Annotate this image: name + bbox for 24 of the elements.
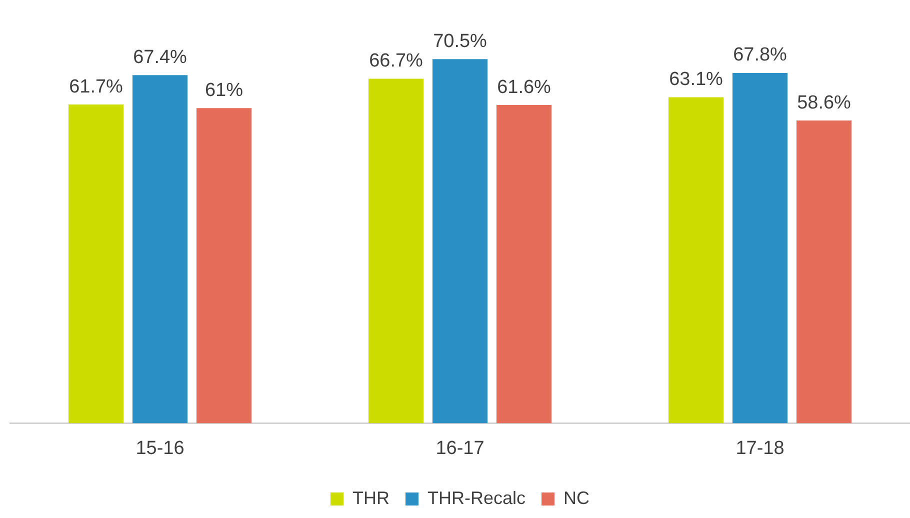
bar [132, 75, 188, 424]
data-label: 61% [204, 80, 244, 101]
data-label: 63.1% [669, 69, 724, 90]
bar [732, 73, 788, 424]
bar [368, 78, 424, 424]
data-label: 70.5% [433, 30, 488, 52]
bar [432, 59, 488, 424]
bar [796, 120, 852, 424]
data-label: 58.6% [797, 92, 852, 114]
bar [496, 105, 552, 424]
x-tick-label: 16-17 [436, 438, 484, 459]
bar [196, 108, 252, 424]
data-label: 66.7% [369, 50, 424, 72]
bar [68, 104, 124, 424]
data-label: 61.6% [497, 76, 552, 98]
x-tick-label: 17-18 [736, 438, 784, 459]
legend-label: THR-Recalc [427, 488, 526, 508]
bar [668, 97, 724, 424]
legend-label: THR [352, 488, 390, 508]
data-label: 61.7% [69, 76, 124, 98]
legend-label: NC [564, 488, 590, 508]
data-label: 67.8% [733, 44, 788, 66]
data-label: 67.4% [133, 46, 188, 68]
x-tick-label: 15-16 [136, 438, 184, 459]
